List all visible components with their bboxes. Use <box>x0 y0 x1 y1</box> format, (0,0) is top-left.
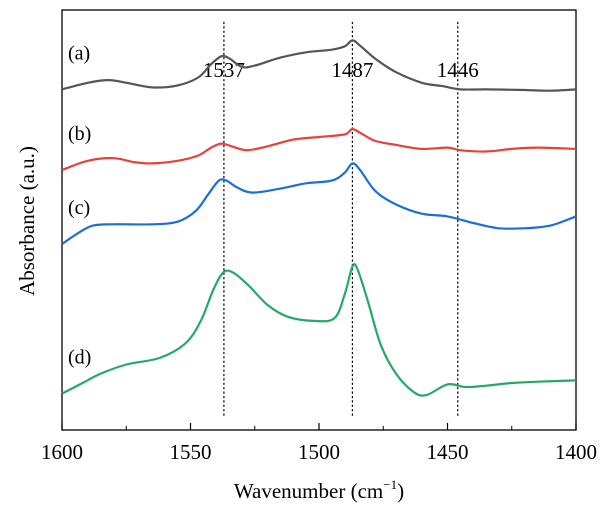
reference-label-1446: 1446 <box>437 58 479 82</box>
plot-frame <box>61 9 577 431</box>
series-line-d <box>61 262 577 397</box>
x-tick-label-1600: 1600 <box>41 440 83 464</box>
series-label-b: (b) <box>68 123 91 145</box>
series-group: (a) (b) (c) (d) <box>61 39 577 397</box>
series-label-d: (d) <box>68 347 91 369</box>
series-label-c: (c) <box>68 197 90 219</box>
reference-label-1537: 1537 <box>203 58 245 82</box>
series-label-a: (a) <box>68 42 90 64</box>
reference-lines: 1537 1487 1446 <box>203 21 479 417</box>
x-axis-ticks: 1600 1550 1500 1450 1400 <box>41 423 597 464</box>
x-axis-label: Wavenumber (cm−1) <box>234 477 404 503</box>
x-tick-label-1500: 1500 <box>298 440 340 464</box>
y-axis-label: Absorbance (a.u.) <box>15 146 39 296</box>
series-line-a <box>61 39 577 92</box>
x-tick-label-1550: 1550 <box>170 440 212 464</box>
series-line-b <box>61 128 577 172</box>
x-tick-label-1450: 1450 <box>427 440 469 464</box>
reference-label-1487: 1487 <box>331 58 373 82</box>
x-tick-label-1400: 1400 <box>555 440 597 464</box>
series-line-c <box>61 162 577 246</box>
